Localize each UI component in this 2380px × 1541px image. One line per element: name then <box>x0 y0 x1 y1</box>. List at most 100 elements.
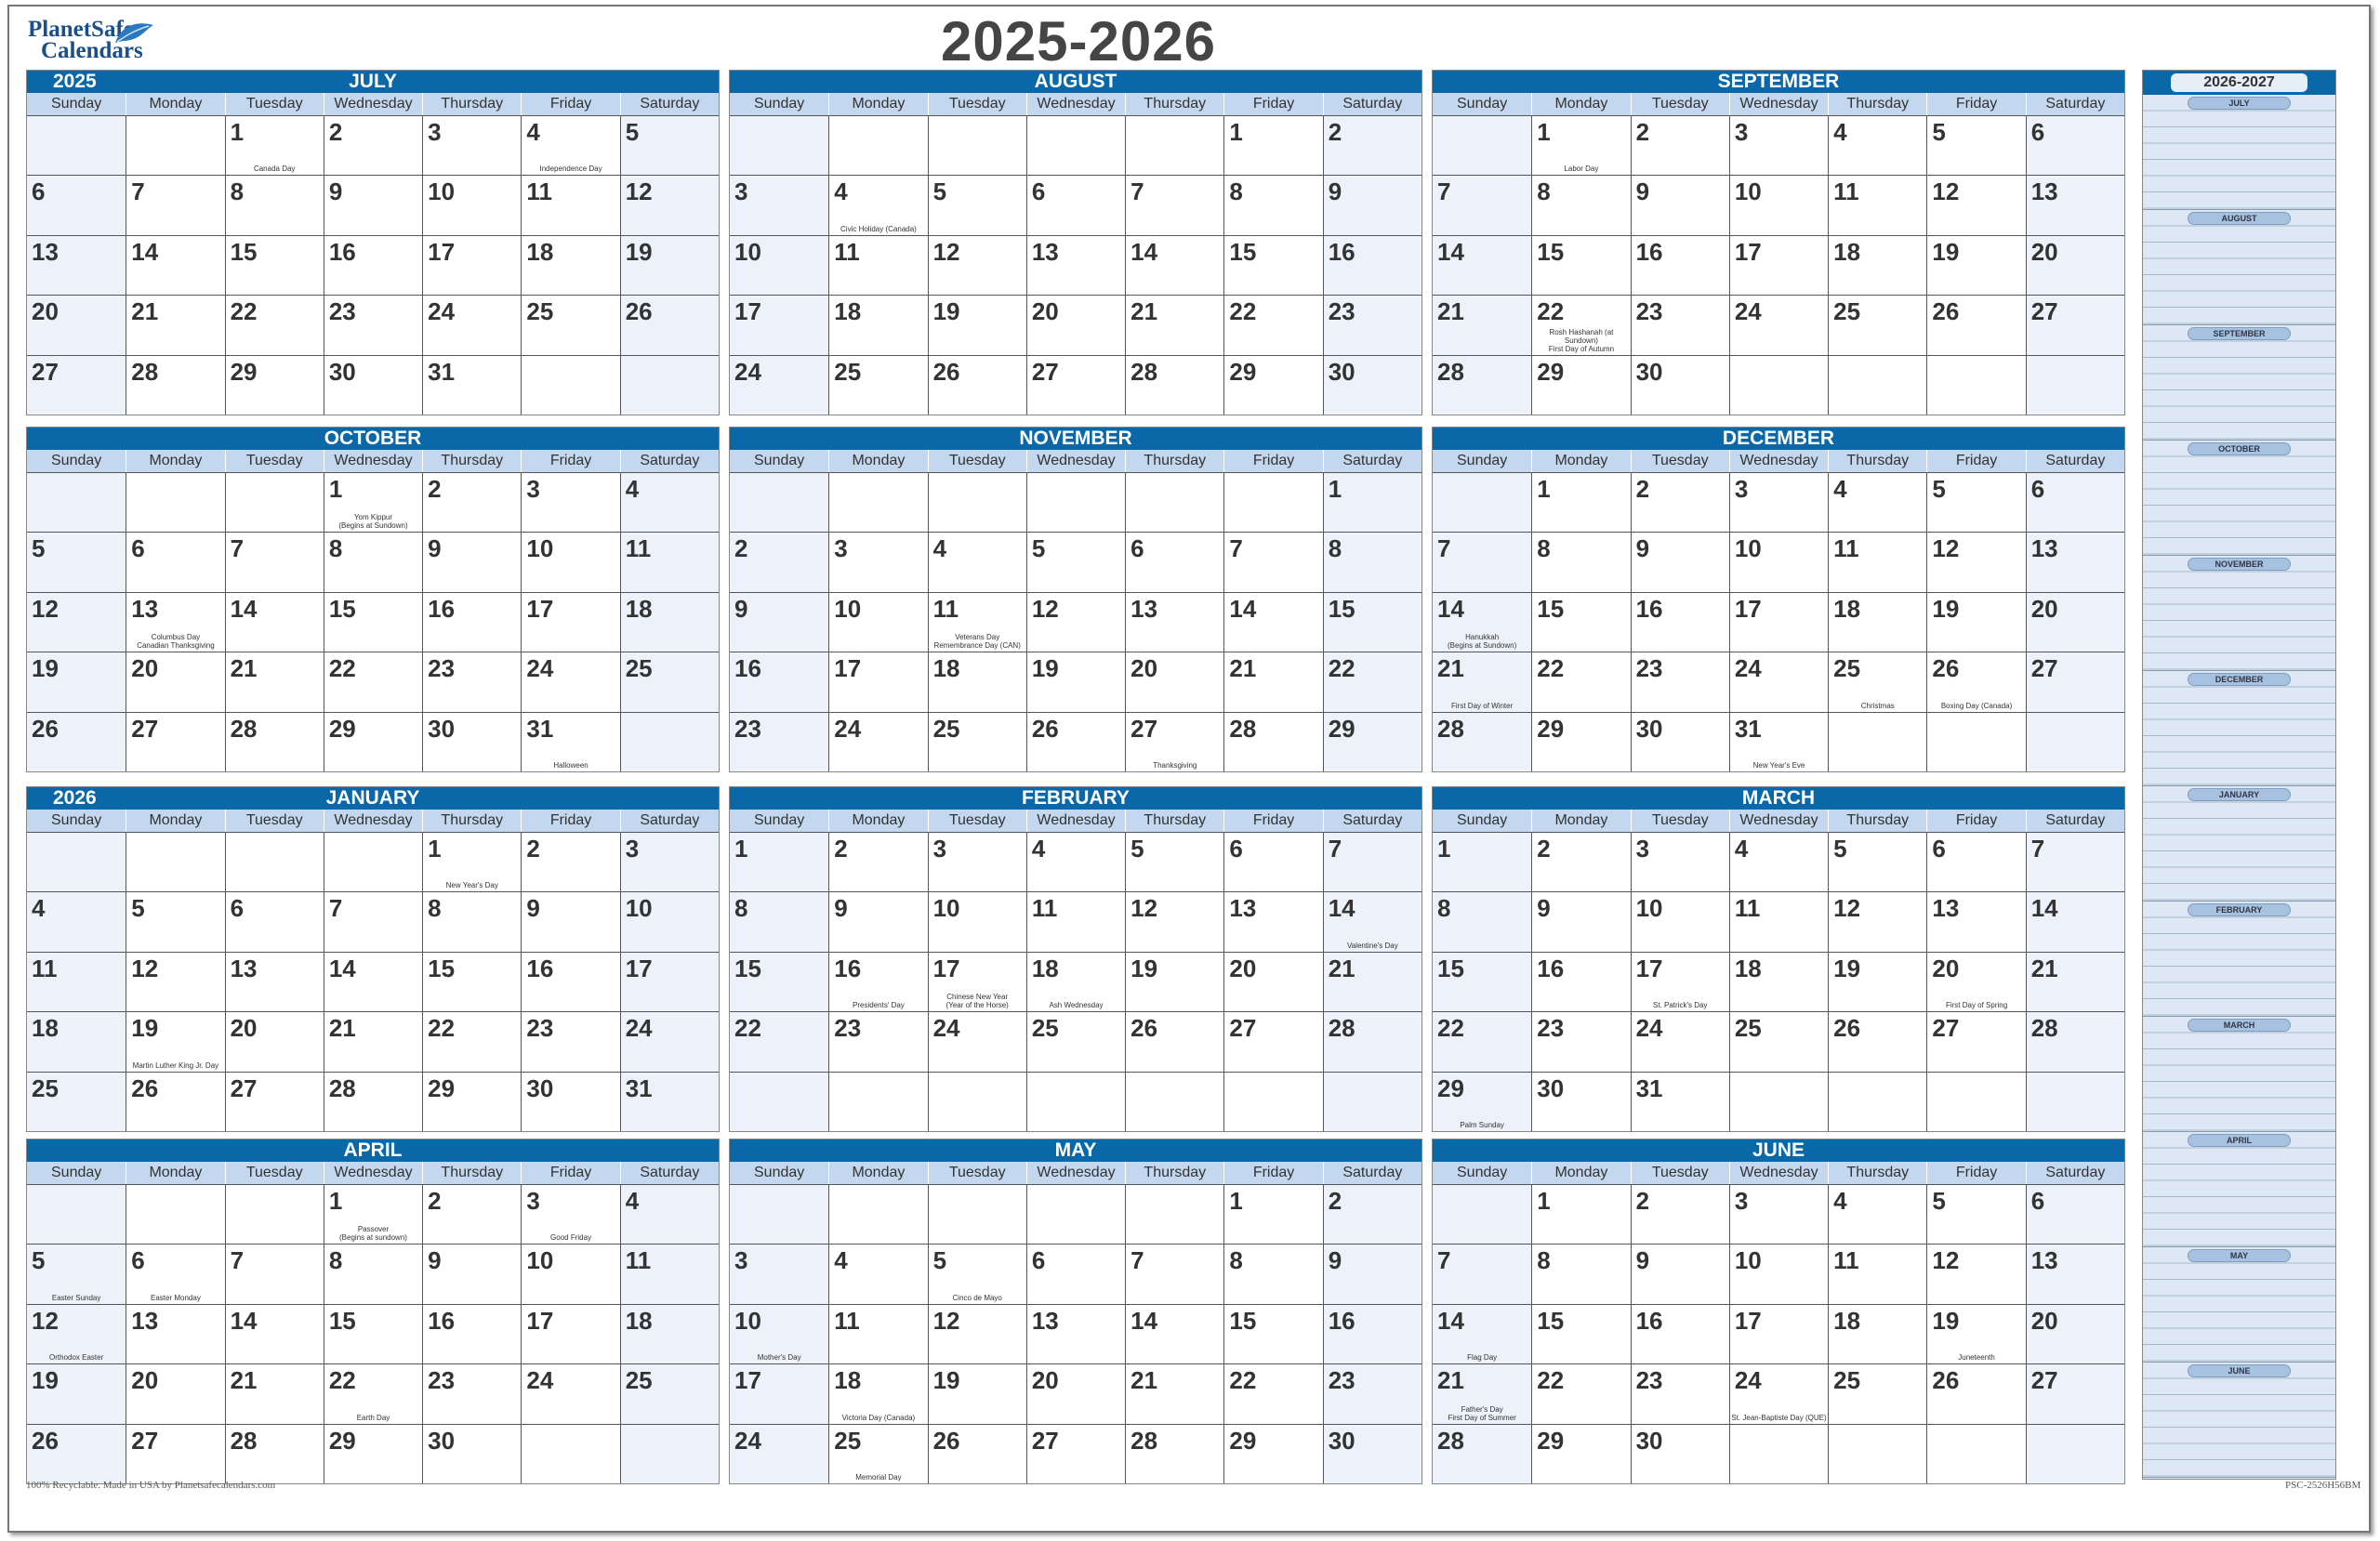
day-cell[interactable]: 26 <box>1125 1011 1224 1072</box>
day-cell[interactable]: 9 <box>730 591 829 652</box>
day-cell[interactable]: 22 <box>422 1011 522 1072</box>
day-cell[interactable]: 6 <box>2025 115 2124 176</box>
day-cell[interactable]: 4 <box>619 1184 719 1245</box>
day-cell[interactable]: 16 <box>422 591 522 652</box>
day-cell[interactable]: 6 <box>2025 472 2124 533</box>
day-cell[interactable]: 12 <box>1926 175 2026 235</box>
day-cell[interactable]: 1 <box>1223 1184 1323 1245</box>
day-cell[interactable]: 24 <box>521 652 620 712</box>
day-cell[interactable]: 22 <box>323 652 423 712</box>
day-cell[interactable]: 5 Cinco de Mayo <box>927 1244 1026 1304</box>
day-cell[interactable]: 27 <box>2025 1363 2124 1424</box>
day-cell[interactable]: 12 <box>1025 591 1126 652</box>
day-cell[interactable]: 6 <box>126 532 225 592</box>
day-cell[interactable]: 29 <box>1531 711 1631 771</box>
day-cell[interactable]: 26 Boxing Day (Canada) <box>1926 652 2026 712</box>
day-cell[interactable]: 20 <box>1223 951 1323 1012</box>
day-cell[interactable]: 18 <box>1828 1303 1927 1364</box>
day-cell[interactable]: 15 <box>323 1303 423 1364</box>
day-cell[interactable]: 13 <box>1025 234 1126 296</box>
day-cell[interactable]: 12 <box>927 234 1026 296</box>
day-cell[interactable]: 20 First Day of Spring <box>1926 951 2026 1012</box>
day-cell[interactable]: 11 <box>1828 1244 1927 1304</box>
day-cell[interactable]: 3 <box>1728 115 1829 176</box>
day-cell[interactable]: 8 <box>1531 532 1631 592</box>
day-cell[interactable]: 8 <box>730 891 829 952</box>
day-cell[interactable]: 17 <box>730 1363 829 1424</box>
day-cell[interactable]: 8 <box>224 175 324 235</box>
day-cell[interactable]: 8 <box>1322 532 1421 592</box>
day-cell[interactable]: 6 <box>1125 532 1224 592</box>
day-cell[interactable]: 8 <box>323 532 423 592</box>
day-cell[interactable]: 29 <box>323 1423 423 1483</box>
day-cell[interactable]: 24 <box>730 354 829 415</box>
day-cell[interactable]: 22 <box>224 295 324 355</box>
day-cell[interactable]: 4 <box>1828 472 1927 533</box>
day-cell[interactable]: 19 Juneteenth <box>1926 1303 2026 1364</box>
day-cell[interactable]: 20 <box>1025 1363 1126 1424</box>
day-cell[interactable]: 30 <box>1531 1071 1631 1131</box>
day-cell[interactable]: 21 <box>1125 295 1224 355</box>
day-cell[interactable]: 23 <box>1630 652 1729 712</box>
day-cell[interactable]: 15 <box>730 951 829 1012</box>
day-cell[interactable]: 11 <box>1828 532 1927 592</box>
day-cell[interactable]: 10 <box>730 234 829 296</box>
day-cell[interactable]: 5 <box>126 891 225 952</box>
day-cell[interactable]: 14 <box>1433 234 1532 296</box>
day-cell[interactable]: 4 <box>619 472 719 533</box>
day-cell[interactable]: 22 <box>1531 1363 1631 1424</box>
day-cell[interactable]: 10 <box>521 532 620 592</box>
day-cell[interactable]: 23 <box>521 1011 620 1072</box>
day-cell[interactable]: 2 <box>1531 832 1631 892</box>
day-cell[interactable]: 14 Flag Day <box>1433 1303 1532 1364</box>
day-cell[interactable]: 25 <box>521 295 620 355</box>
day-cell[interactable]: 18 <box>1728 951 1829 1012</box>
day-cell[interactable]: 11 <box>1728 891 1829 952</box>
day-cell[interactable]: 19 <box>1025 652 1126 712</box>
day-cell[interactable]: 15 <box>224 234 324 296</box>
day-cell[interactable]: 17 <box>521 1303 620 1364</box>
day-cell[interactable]: 18 Victoria Day (Canada) <box>828 1363 928 1424</box>
day-cell[interactable]: 15 <box>1223 1303 1323 1364</box>
day-cell[interactable]: 25 Christmas <box>1828 652 1927 712</box>
day-cell[interactable]: 3 <box>521 472 620 533</box>
day-cell[interactable]: 15 <box>1433 951 1532 1012</box>
day-cell[interactable]: 9 <box>1630 175 1729 235</box>
day-cell[interactable]: 8 <box>422 891 522 952</box>
day-cell[interactable]: 11 <box>1828 175 1927 235</box>
day-cell[interactable]: 3 <box>730 175 829 235</box>
day-cell[interactable]: 24 <box>619 1011 719 1072</box>
day-cell[interactable]: 30 <box>422 1423 522 1483</box>
day-cell[interactable]: 28 <box>2025 1011 2124 1072</box>
day-cell[interactable]: 16 <box>1531 951 1631 1012</box>
day-cell[interactable]: 2 <box>1322 115 1421 176</box>
day-cell[interactable]: 11 <box>828 234 928 296</box>
day-cell[interactable]: 12 <box>927 1303 1026 1364</box>
day-cell[interactable]: 27 <box>2025 652 2124 712</box>
day-cell[interactable]: 16 <box>1630 591 1729 652</box>
day-cell[interactable]: 9 <box>422 532 522 592</box>
day-cell[interactable]: 7 <box>1125 1244 1224 1304</box>
day-cell[interactable]: 31 <box>422 354 522 415</box>
day-cell[interactable]: 4 <box>927 532 1026 592</box>
day-cell[interactable]: 8 <box>1531 175 1631 235</box>
day-cell[interactable]: 18 <box>828 295 928 355</box>
day-cell[interactable]: 12 <box>619 175 719 235</box>
day-cell[interactable]: 1 Passover (Begins at sundown) <box>323 1184 423 1245</box>
day-cell[interactable]: 30 <box>1322 1423 1421 1483</box>
day-cell[interactable]: 11 <box>619 1244 719 1304</box>
day-cell[interactable]: 29 <box>1322 711 1421 771</box>
day-cell[interactable]: 27 <box>224 1071 324 1131</box>
day-cell[interactable]: 2 <box>422 1184 522 1245</box>
day-cell[interactable]: 13 <box>1125 591 1224 652</box>
day-cell[interactable]: 26 <box>1926 1363 2026 1424</box>
day-cell[interactable]: 14 <box>224 1303 324 1364</box>
day-cell[interactable]: 24 <box>730 1423 829 1483</box>
day-cell[interactable]: 17 Chinese New Year (Year of the Horse) <box>927 951 1026 1012</box>
day-cell[interactable]: 27 <box>1223 1011 1323 1072</box>
day-cell[interactable]: 29 <box>422 1071 522 1131</box>
day-cell[interactable]: 20 <box>224 1011 324 1072</box>
day-cell[interactable]: 1 <box>1531 472 1631 533</box>
day-cell[interactable]: 19 <box>27 1363 126 1424</box>
day-cell[interactable]: 13 Columbus Day Canadian Thanksgiving <box>126 591 225 652</box>
